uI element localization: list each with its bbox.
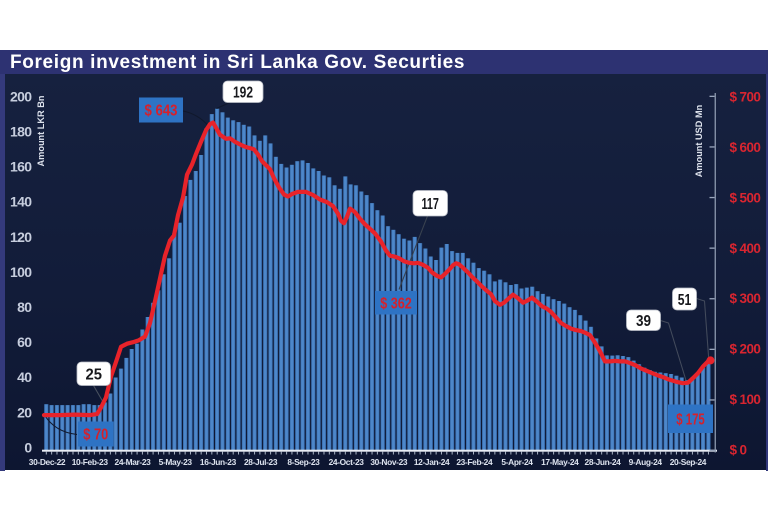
svg-text:28-Jul-23: 28-Jul-23: [244, 457, 278, 467]
svg-text:192: 192: [233, 84, 253, 101]
svg-text:16-Jun-23: 16-Jun-23: [200, 457, 237, 467]
svg-text:$ 600: $ 600: [730, 140, 761, 155]
svg-text:$ 500: $ 500: [730, 190, 761, 205]
svg-text:$ 643: $ 643: [145, 103, 178, 120]
svg-text:51: 51: [678, 292, 692, 309]
svg-text:23-Feb-24: 23-Feb-24: [456, 457, 493, 467]
svg-text:$ 362: $ 362: [380, 295, 412, 312]
svg-text:$ 100: $ 100: [730, 392, 761, 407]
svg-text:39: 39: [636, 313, 651, 330]
svg-text:160: 160: [10, 159, 32, 175]
svg-text:Amount LKR Bn: Amount LKR Bn: [36, 95, 46, 166]
svg-text:Amount USD Mn: Amount USD Mn: [694, 104, 704, 177]
svg-text:24-Oct-23: 24-Oct-23: [329, 457, 365, 467]
svg-text:24-Mar-23: 24-Mar-23: [115, 457, 152, 467]
svg-text:30-Nov-23: 30-Nov-23: [370, 457, 408, 467]
svg-text:$ 400: $ 400: [730, 241, 761, 256]
svg-text:5-May-23: 5-May-23: [159, 457, 193, 467]
svg-text:$ 200: $ 200: [730, 342, 761, 357]
svg-text:$ 700: $ 700: [730, 89, 761, 104]
svg-text:5-Apr-24: 5-Apr-24: [501, 457, 533, 467]
svg-text:$ 0: $ 0: [730, 443, 747, 458]
svg-text:10-Feb-23: 10-Feb-23: [72, 457, 109, 467]
svg-text:9-Aug-24: 9-Aug-24: [629, 457, 663, 467]
svg-text:117: 117: [421, 196, 439, 213]
svg-text:0: 0: [24, 439, 32, 455]
svg-text:60: 60: [17, 334, 32, 350]
svg-text:$ 300: $ 300: [730, 291, 761, 306]
svg-text:140: 140: [10, 194, 32, 210]
svg-text:20: 20: [17, 404, 32, 420]
svg-text:28-Jun-24: 28-Jun-24: [585, 457, 622, 467]
svg-text:$ 175: $ 175: [676, 411, 705, 428]
svg-text:20-Sep-24: 20-Sep-24: [670, 457, 707, 467]
svg-text:180: 180: [10, 124, 32, 140]
svg-text:200: 200: [10, 88, 32, 104]
svg-text:40: 40: [17, 369, 32, 385]
svg-text:17-May-24: 17-May-24: [541, 457, 579, 467]
svg-text:25: 25: [86, 366, 103, 383]
svg-text:8-Sep-23: 8-Sep-23: [287, 457, 320, 467]
svg-text:12-Jan-24: 12-Jan-24: [414, 457, 450, 467]
svg-text:120: 120: [10, 229, 32, 245]
svg-text:100: 100: [10, 264, 32, 280]
svg-text:80: 80: [17, 299, 32, 315]
svg-text:30-Dec-22: 30-Dec-22: [29, 457, 66, 467]
svg-text:$ 70: $ 70: [83, 427, 108, 444]
